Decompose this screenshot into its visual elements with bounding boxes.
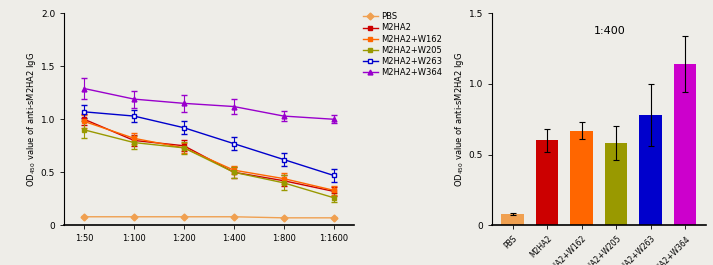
Bar xyxy=(640,115,662,225)
Legend: PBS, M2HA2, M2HA2+W162, M2HA2+W205, M2HA2+W263, M2HA2+W364: PBS, M2HA2, M2HA2+W162, M2HA2+W205, M2HA… xyxy=(359,9,446,80)
Bar xyxy=(674,64,697,225)
Bar xyxy=(536,140,558,225)
Bar xyxy=(501,214,524,225)
Y-axis label: OD$_{450}$ value of anti-sM2HA2 IgG: OD$_{450}$ value of anti-sM2HA2 IgG xyxy=(25,52,38,187)
Text: 1:400: 1:400 xyxy=(594,26,625,36)
Bar xyxy=(570,131,593,225)
Y-axis label: OD$_{450}$ value of anti-sM2HA2 IgG: OD$_{450}$ value of anti-sM2HA2 IgG xyxy=(453,52,466,187)
Bar xyxy=(605,143,627,225)
